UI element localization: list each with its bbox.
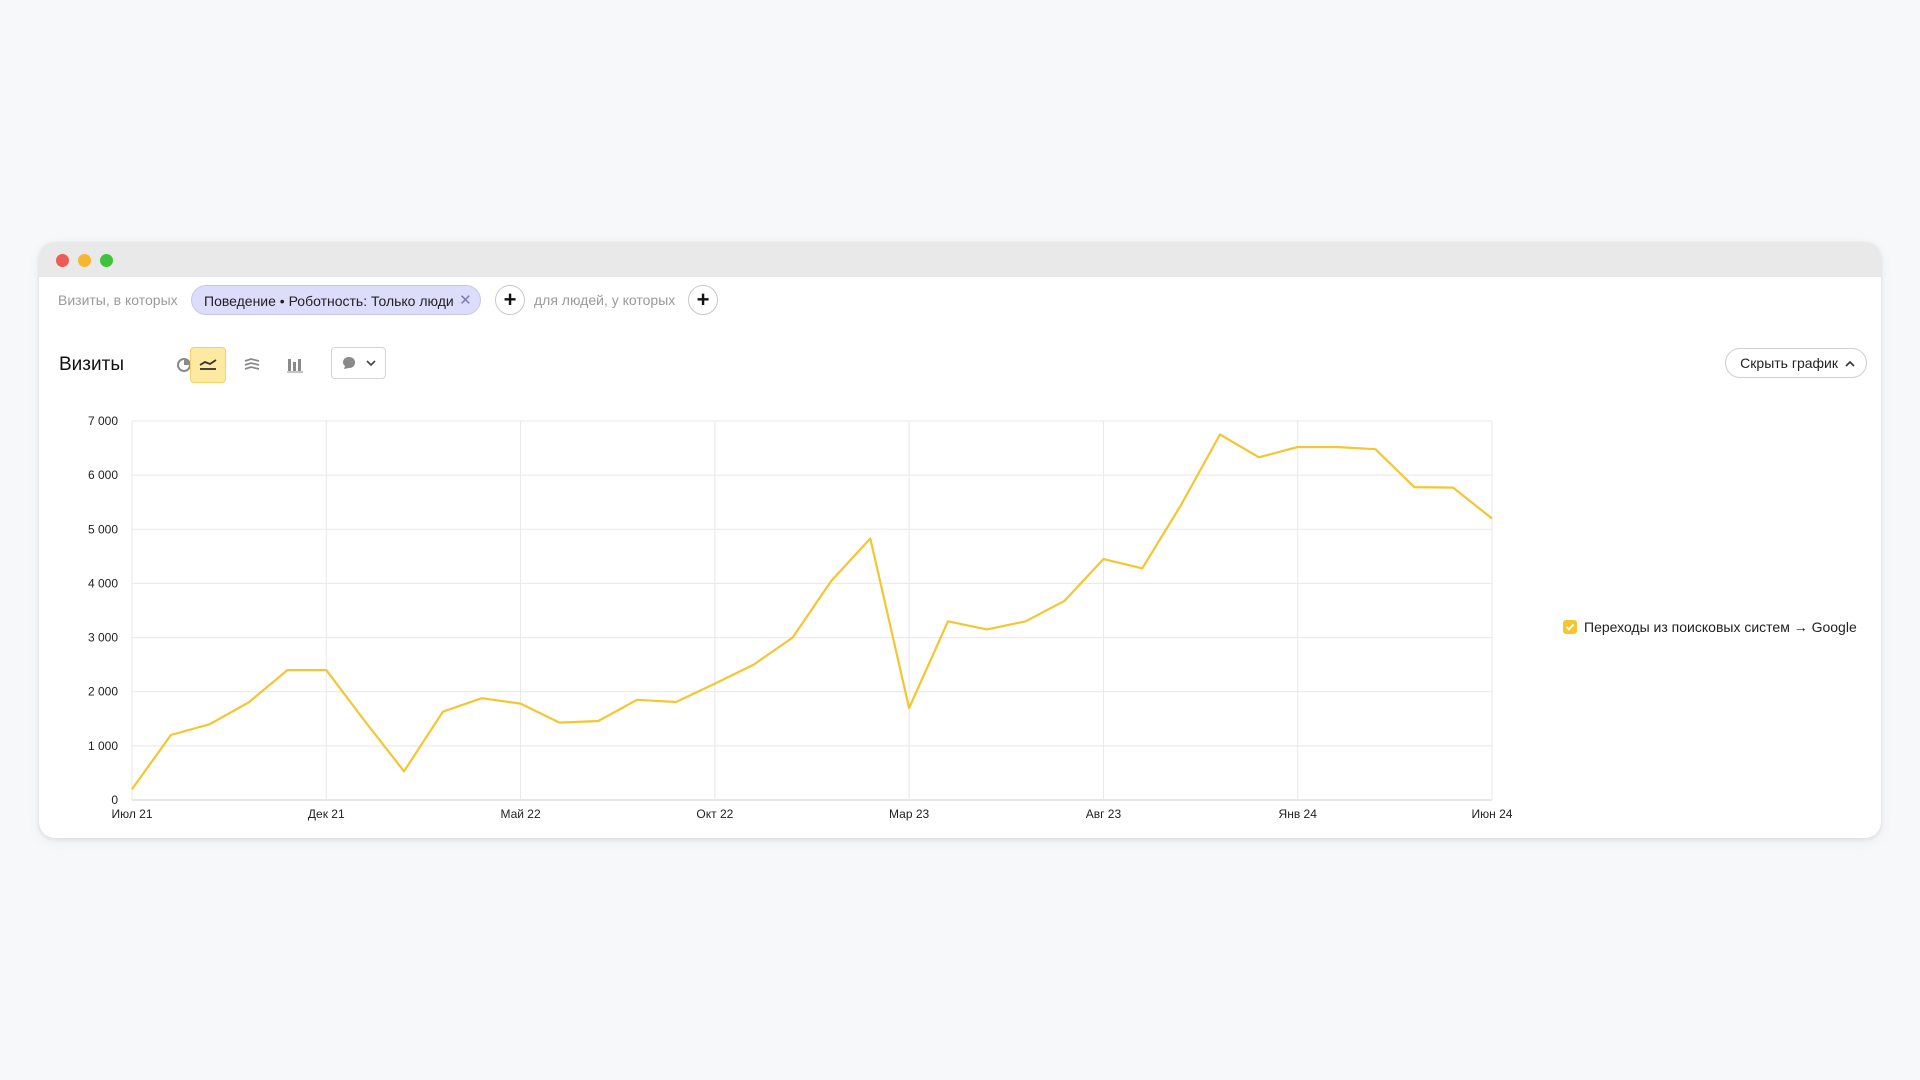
chip-label: Поведение • Роботность: Только люди	[204, 293, 454, 309]
legend-checkbox[interactable]	[1563, 620, 1577, 634]
y-tick-label: 7 000	[88, 414, 118, 428]
line-chart-button[interactable]	[190, 347, 226, 383]
x-tick-label: Май 22	[500, 807, 541, 821]
chart-legend: Переходы из поисковых систем → Google	[1563, 617, 1857, 637]
y-tick-label: 5 000	[88, 522, 118, 536]
y-tick-label: 0	[111, 793, 118, 807]
close-dot[interactable]	[56, 254, 69, 267]
hide-chart-label: Скрыть график	[1740, 355, 1838, 371]
hide-chart-button[interactable]: Скрыть график	[1725, 348, 1867, 378]
x-tick-label: Мар 23	[889, 807, 929, 821]
chevron-up-icon	[1845, 360, 1855, 367]
checkmark-icon	[1565, 623, 1575, 631]
y-tick-label: 3 000	[88, 631, 118, 645]
add-visit-condition-button[interactable]: +	[495, 285, 525, 315]
segment-filter-bar: Визиты, в которых Поведение • Роботность…	[39, 277, 1881, 327]
comment-icon	[342, 357, 355, 369]
close-icon[interactable]: ✕	[459, 292, 472, 309]
y-tick-label: 6 000	[88, 468, 118, 482]
x-tick-label: Июл 21	[111, 807, 152, 821]
y-tick-label: 4 000	[88, 576, 118, 590]
annotation-dropdown[interactable]	[331, 347, 386, 379]
chart-title: Визиты	[59, 354, 124, 375]
legend-label: Переходы из поисковых систем → Google	[1584, 619, 1857, 635]
area-chart-icon	[244, 358, 260, 370]
visits-filter-label: Визиты, в которых	[58, 292, 178, 308]
chart-toolbar: Визиты	[39, 342, 1881, 392]
robot-filter-chip[interactable]: Поведение • Роботность: Только люди ✕	[191, 285, 481, 315]
line-chart-icon	[199, 359, 217, 370]
x-tick-label: Янв 24	[1279, 807, 1318, 821]
visits-line-chart: 0 1 000 2 000 3 000 4 000 5 000 6 000 7 000 Июл …	[88, 414, 1513, 821]
x-tick-label: Авг 23	[1086, 807, 1122, 821]
people-filter-label: для людей, у которых	[534, 292, 676, 308]
app-window: Визиты, в которых Поведение • Роботность…	[39, 242, 1881, 838]
x-tick-label: Июн 24	[1472, 807, 1513, 821]
series-line[interactable]	[131, 433, 1493, 790]
area-chart-button[interactable]	[234, 347, 270, 383]
bar-chart-button[interactable]	[277, 347, 313, 383]
x-tick-label: Дек 21	[308, 807, 345, 821]
maximize-dot[interactable]	[100, 254, 113, 267]
minimize-dot[interactable]	[78, 254, 91, 267]
bar-chart-icon	[287, 359, 303, 373]
x-tick-label: Окт 22	[696, 807, 733, 821]
chevron-down-icon	[365, 360, 376, 367]
window-titlebar	[39, 242, 1881, 277]
y-tick-label: 1 000	[88, 739, 118, 753]
y-tick-label: 2 000	[88, 685, 118, 699]
add-people-condition-button[interactable]: +	[688, 285, 718, 315]
